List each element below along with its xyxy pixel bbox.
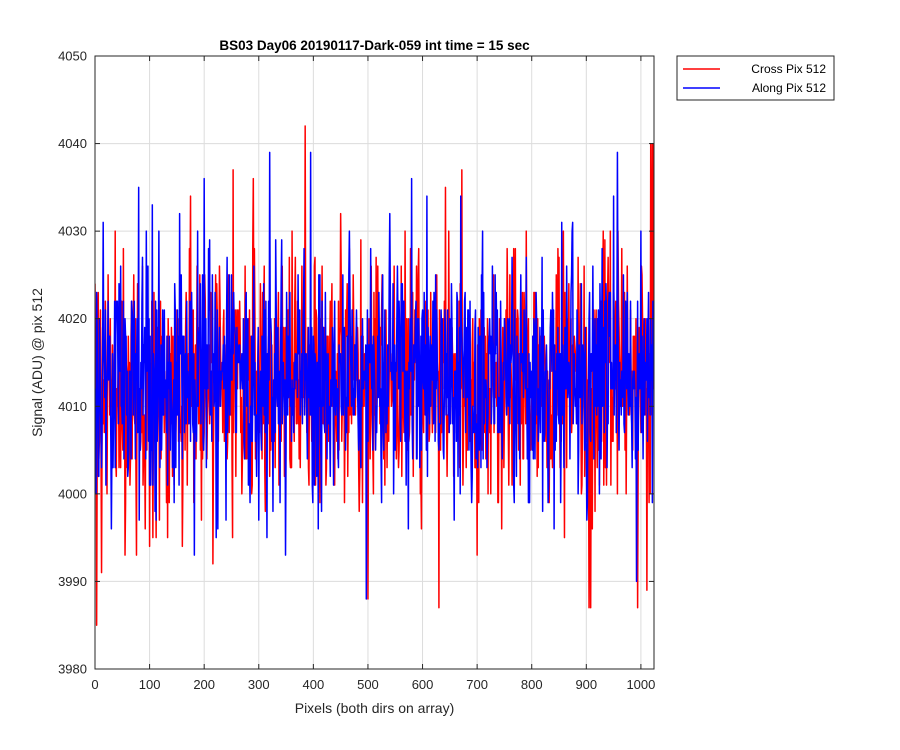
legend-box — [676, 55, 835, 101]
y-axis-label: Signal (ADU) @ pix 512 — [29, 288, 45, 437]
series-line-along-pix — [95, 151, 654, 600]
y-tick-label: 4040 — [58, 136, 87, 151]
x-tick-label: 0 — [91, 677, 98, 692]
y-tick-label: 3980 — [58, 662, 87, 677]
x-tick-label: 900 — [575, 677, 597, 692]
x-tick-label: 500 — [357, 677, 379, 692]
y-tick-label: 4010 — [58, 399, 87, 414]
x-axis-label: Pixels (both dirs on array) — [295, 700, 455, 716]
legend-label-along: Along Pix 512 — [752, 81, 826, 95]
x-tick-label: 800 — [521, 677, 543, 692]
x-tick-label: 600 — [412, 677, 434, 692]
x-tick-label: 200 — [193, 677, 215, 692]
x-tick-label: 300 — [248, 677, 270, 692]
y-tick-label: 4020 — [58, 311, 87, 326]
plot-frame — [94, 55, 655, 670]
legend-label-cross: Cross Pix 512 — [751, 62, 826, 76]
y-tick-label: 3990 — [58, 574, 87, 589]
legend[interactable]: Cross Pix 512 Along Pix 512 — [676, 55, 835, 101]
x-tick-label: 700 — [466, 677, 488, 692]
x-tick-label: 1000 — [626, 677, 655, 692]
x-tick-label: 400 — [303, 677, 325, 692]
y-tick-label: 4050 — [58, 49, 87, 64]
chart-title: BS03 Day06 20190117-Dark-059 int time = … — [219, 38, 530, 53]
y-tick-label: 4030 — [58, 224, 87, 239]
y-tick-label: 4000 — [58, 486, 87, 501]
x-tick-label: 100 — [139, 677, 161, 692]
axis-ticks: 0 100 200 300 400 500 600 700 800 900 1000 3980 3990… — [58, 49, 655, 693]
series-lines — [95, 125, 654, 626]
